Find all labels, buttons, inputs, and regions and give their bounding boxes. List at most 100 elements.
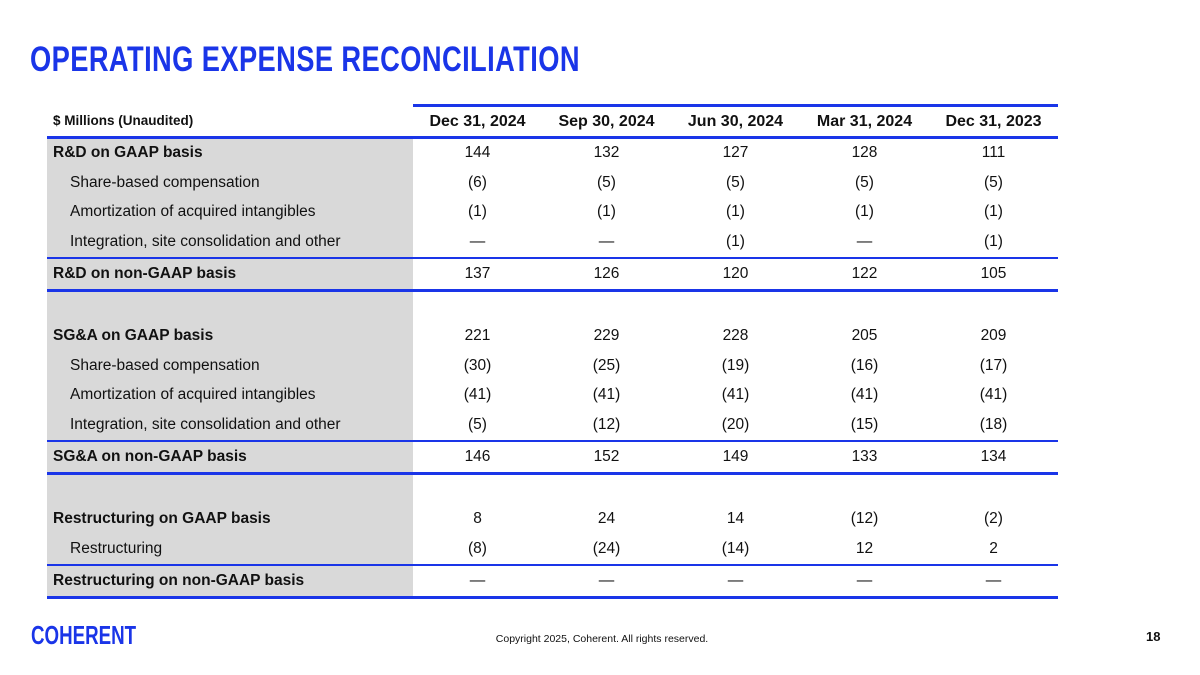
subtotal-row: R&D on non-GAAP basis 137 126 120 122 105 [47, 259, 1058, 290]
cell-value: — [469, 233, 486, 251]
cell-value: (24) [592, 539, 621, 557]
row-label: R&D on non-GAAP basis [47, 259, 413, 290]
cell-value: (6) [468, 173, 487, 191]
cell-value: — [856, 572, 873, 590]
cell-value: 122 [851, 265, 878, 283]
header-rule [47, 136, 1058, 139]
spacer-row [47, 291, 1058, 322]
row-label: SG&A on GAAP basis [47, 321, 413, 352]
table-body: R&D on GAAP basis 144 132 127 128 111 Share-ba… [47, 138, 1058, 599]
cell-value: — [856, 233, 873, 251]
cell-value: (41) [850, 386, 879, 404]
cell-value: (30) [463, 356, 492, 374]
section-rule [47, 596, 1058, 599]
table-row: Integration, site consolidation and othe… [47, 227, 1058, 257]
cell-value: (41) [592, 386, 621, 404]
table-row: SG&A on GAAP basis 221 229 228 205 209 [47, 321, 1058, 352]
row-label: Restructuring on non-GAAP basis [47, 566, 413, 597]
cell-value: — [469, 572, 486, 590]
cell-value: (20) [721, 416, 750, 434]
cell-value: (12) [850, 510, 879, 528]
copyright-text: Copyright 2025, Coherent. All rights res… [495, 633, 709, 645]
cell-value: 209 [980, 327, 1007, 345]
cell-value: (18) [979, 416, 1008, 434]
spacer-label [47, 291, 413, 322]
row-label: Restructuring on GAAP basis [47, 504, 413, 535]
cell-value: 8 [473, 510, 482, 528]
cell-value: (8) [468, 539, 487, 557]
cell-value: (12) [592, 416, 621, 434]
cell-value: — [727, 572, 744, 590]
cell-value: (17) [979, 356, 1008, 374]
cell-value: 205 [851, 327, 878, 345]
table-row: Integration, site consolidation and othe… [47, 410, 1058, 440]
cell-value: 12 [855, 539, 874, 557]
section-rule [47, 439, 1058, 443]
reconciliation-table: $ Millions (Unaudited) Dec 31, 2024 Sep … [47, 104, 1058, 599]
coherent-logo: COHERENT [31, 620, 137, 650]
cell-value: (1) [468, 203, 487, 221]
table-row: Restructuring on GAAP basis 8 24 14 (12) (2) [47, 504, 1058, 535]
section-rule [47, 563, 1058, 567]
cell-value: 144 [464, 144, 491, 162]
page-number: 18 [1146, 629, 1161, 644]
table-row: Share-based compensation (30) (25) (19) (16)… [47, 351, 1058, 381]
cell-value: (1) [726, 203, 745, 221]
column-header: Mar 31, 2024 [816, 112, 913, 130]
cell-value: 228 [722, 327, 749, 345]
cell-value: 111 [981, 144, 1006, 162]
subtotal-row: SG&A on non-GAAP basis 146 152 149 133 134 [47, 442, 1058, 473]
cell-value: (5) [597, 173, 616, 191]
section-rule [47, 289, 1058, 292]
cell-value: (25) [592, 356, 621, 374]
unit-label: $ Millions (Unaudited) [47, 104, 413, 136]
cell-value: 133 [851, 448, 878, 466]
spacer-row [47, 474, 1058, 505]
cell-value: (41) [979, 386, 1008, 404]
table-row: Restructuring (8) (24) (14) 12 2 [47, 534, 1058, 564]
row-label: Integration, site consolidation and othe… [47, 227, 413, 257]
cell-value: — [598, 572, 615, 590]
section-rule [47, 472, 1058, 475]
table-top-rule [413, 104, 1058, 107]
cell-value: — [985, 572, 1002, 590]
table-row: R&D on GAAP basis 144 132 127 128 111 [47, 138, 1058, 169]
cell-value: 14 [726, 510, 745, 528]
cell-value: — [598, 233, 615, 251]
row-label: Share-based compensation [47, 168, 413, 198]
column-header: Sep 30, 2024 [558, 112, 655, 130]
cell-value: 137 [464, 265, 491, 283]
row-label: Amortization of acquired intangibles [47, 380, 413, 411]
cell-value: (14) [721, 539, 750, 557]
cell-value: (1) [984, 233, 1003, 251]
row-label: Share-based compensation [47, 351, 413, 381]
subtotal-row: Restructuring on non-GAAP basis — — — — — [47, 566, 1058, 597]
cell-value: (1) [984, 203, 1003, 221]
cell-value: (41) [463, 386, 492, 404]
cell-value: (1) [855, 203, 874, 221]
cell-value: 2 [989, 539, 998, 557]
page-title: OPERATING EXPENSE RECONCILIATION [30, 40, 580, 79]
cell-value: 152 [593, 448, 620, 466]
section-rule [47, 256, 1058, 260]
cell-value: 132 [593, 144, 620, 162]
cell-value: 149 [722, 448, 749, 466]
spacer-label [47, 474, 413, 505]
cell-value: 221 [464, 327, 491, 345]
cell-value: (5) [726, 173, 745, 191]
cell-value: 146 [464, 448, 491, 466]
cell-value: (5) [855, 173, 874, 191]
cell-value: (1) [597, 203, 616, 221]
cell-value: (19) [721, 356, 750, 374]
cell-value: (15) [850, 416, 879, 434]
cell-value: 24 [597, 510, 616, 528]
cell-value: 134 [980, 448, 1007, 466]
cell-value: (16) [850, 356, 879, 374]
cell-value: (41) [721, 386, 750, 404]
cell-value: (5) [468, 416, 487, 434]
cell-value: 229 [593, 327, 620, 345]
row-label: Amortization of acquired intangibles [47, 197, 413, 228]
table-row: Share-based compensation (6) (5) (5) (5) (5) [47, 168, 1058, 198]
row-label: Integration, site consolidation and othe… [47, 410, 413, 440]
row-label: Restructuring [47, 534, 413, 564]
